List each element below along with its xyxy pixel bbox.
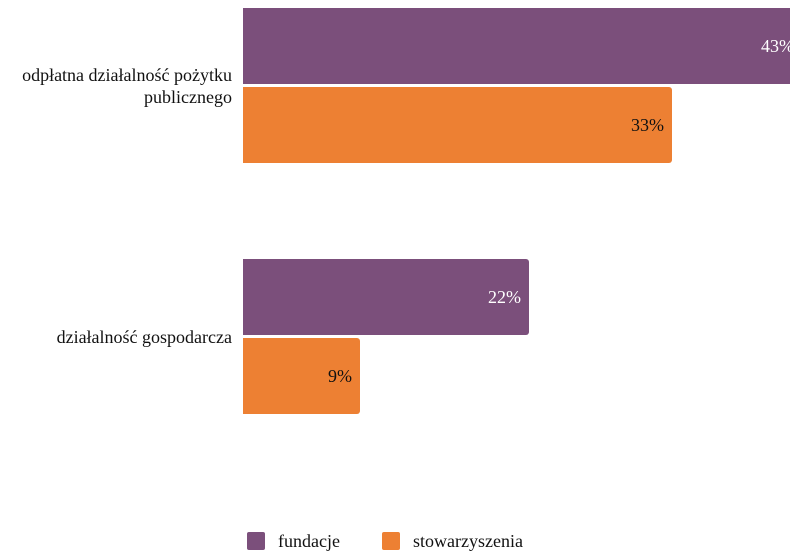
- bar: [243, 8, 790, 84]
- legend-label: fundacje: [278, 531, 340, 551]
- legend-label: stowarzyszenia: [413, 531, 523, 551]
- value-label: 33%: [631, 115, 664, 135]
- value-label: 9%: [328, 366, 352, 386]
- bar: [243, 338, 360, 414]
- bar: [243, 87, 672, 163]
- bar: [243, 259, 529, 335]
- category-label: działalność gospodarcza: [56, 326, 232, 347]
- legend-swatch: [382, 532, 400, 550]
- legend-swatch: [247, 532, 265, 550]
- category-label: odpłatna działalność pożytku publicznego: [22, 64, 232, 107]
- value-label: 43%: [761, 36, 790, 56]
- value-label: 22%: [488, 287, 521, 307]
